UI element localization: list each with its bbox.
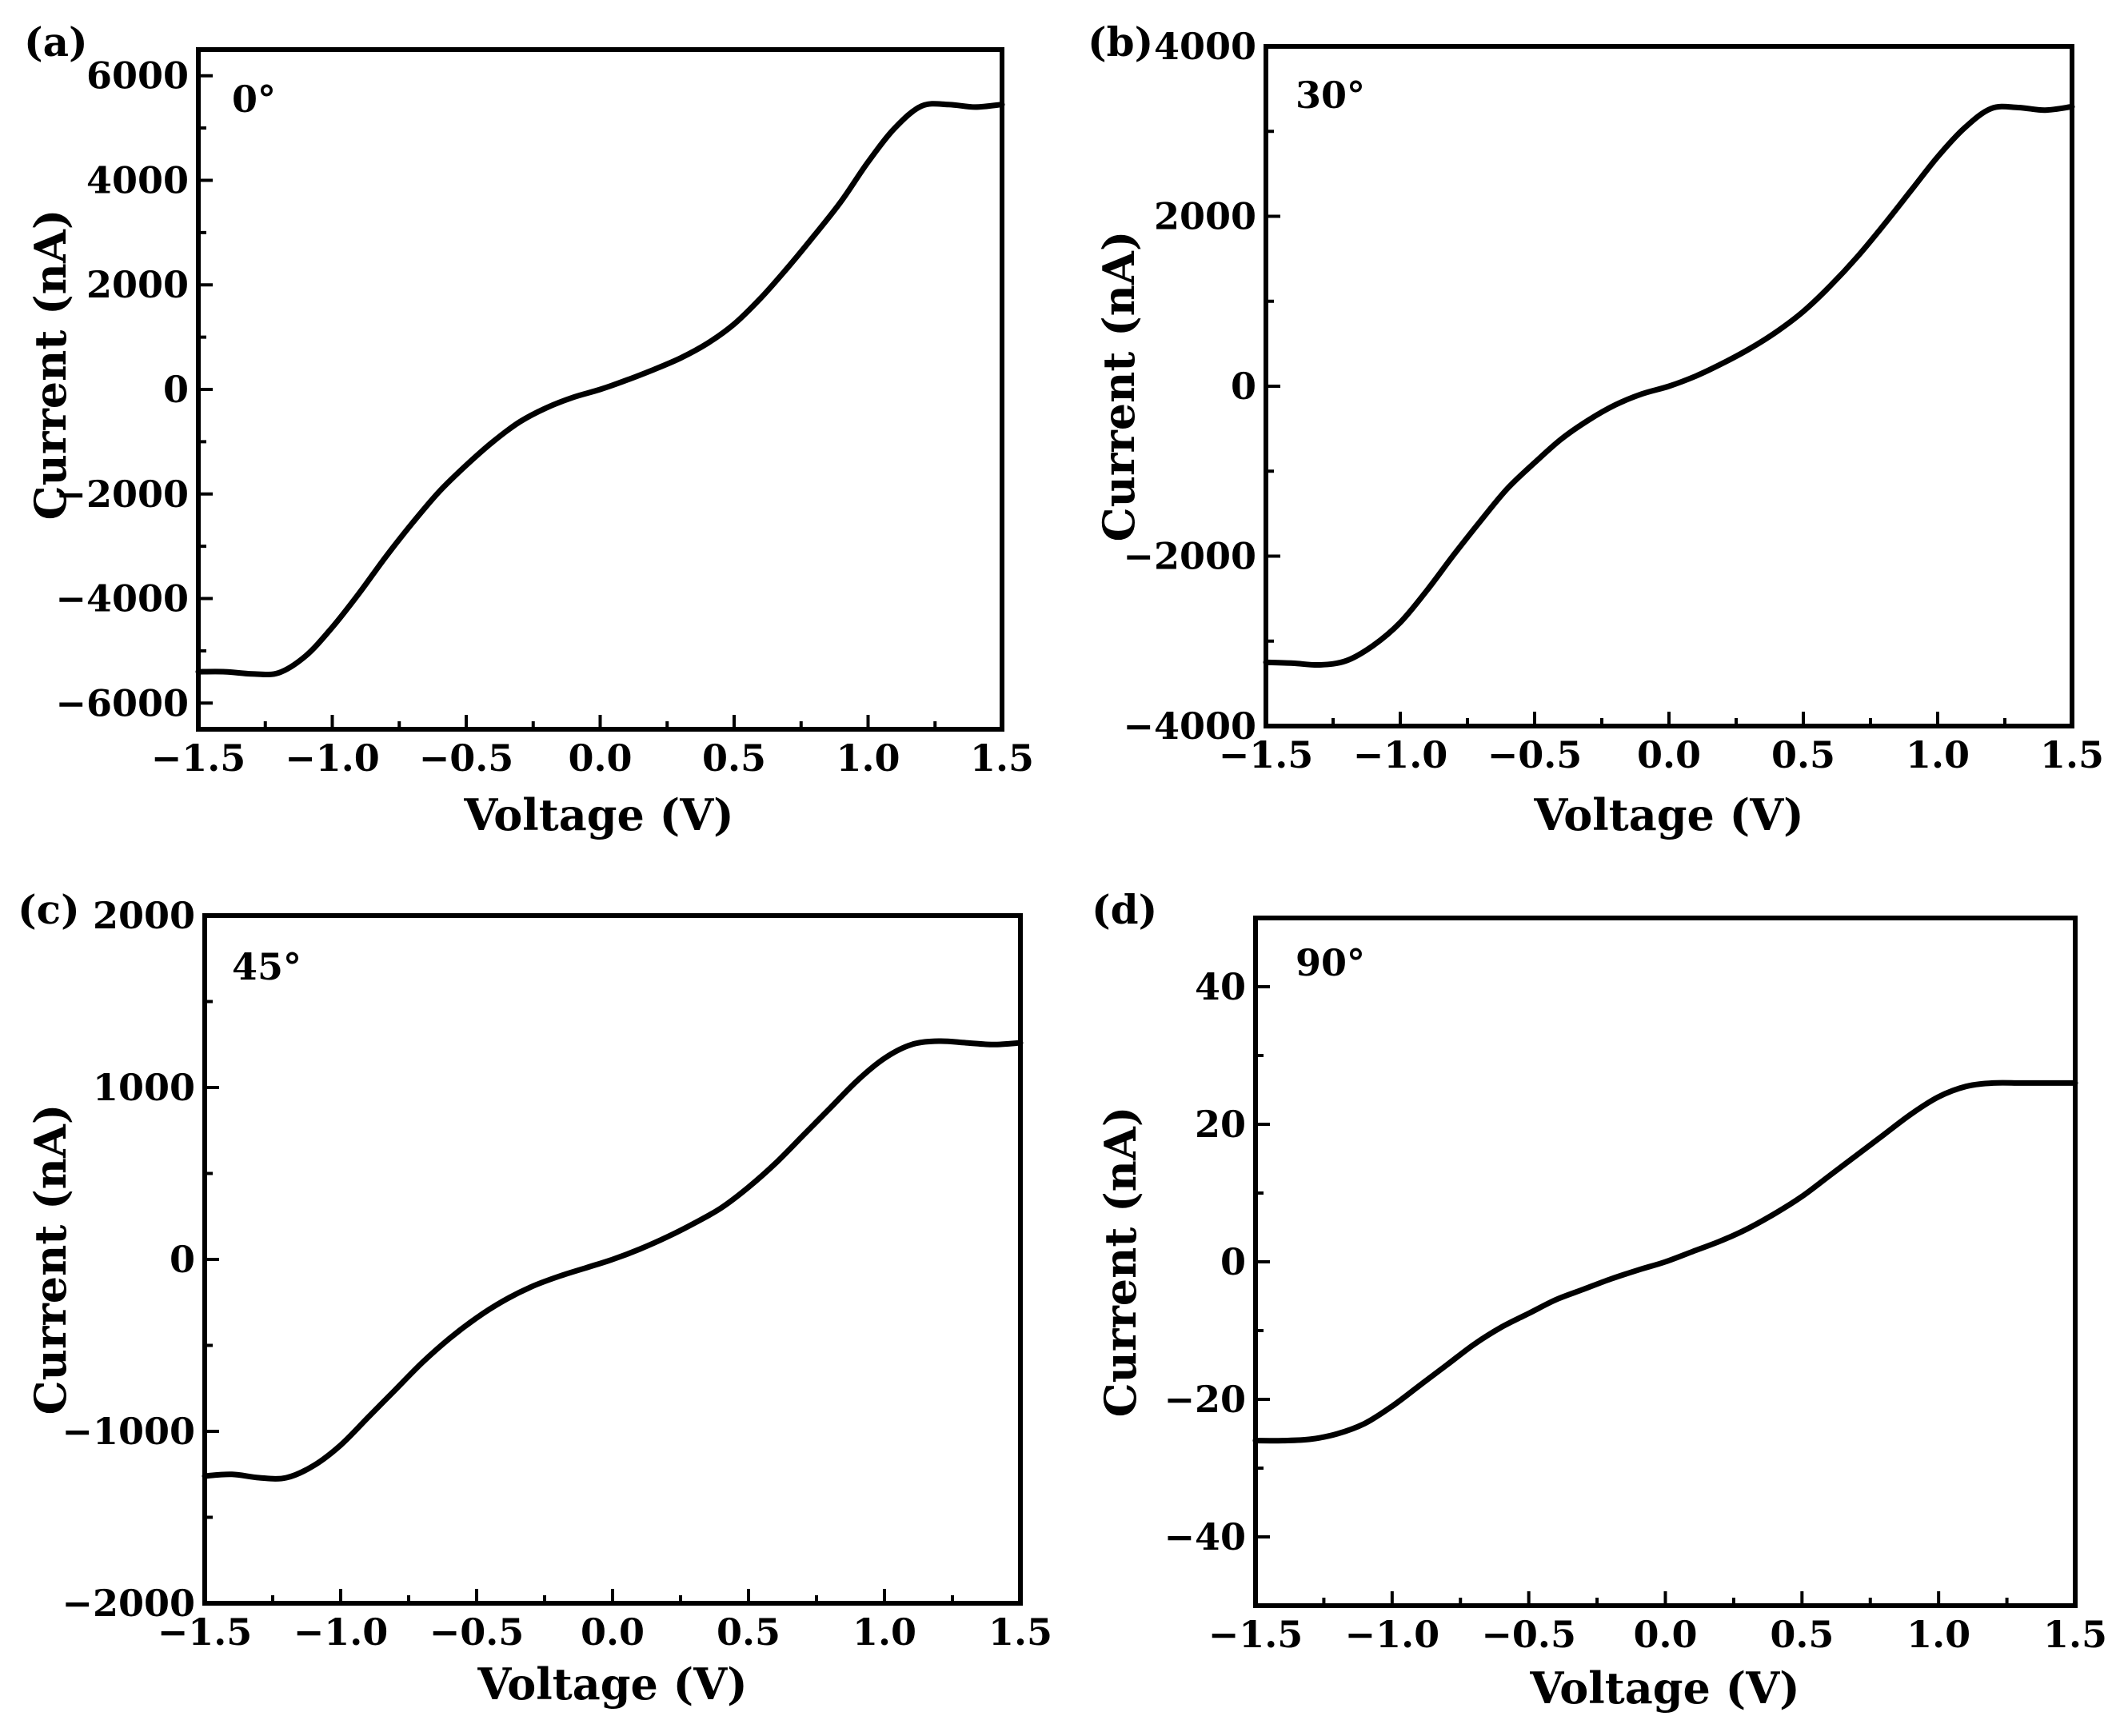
angle-annotation: 90° [1296,941,1365,984]
angle-annotation: 45° [232,945,301,988]
y-tick-label: −2000 [1123,535,1256,578]
y-tick-label: 2000 [86,263,189,306]
y-tick-label: −4000 [1123,704,1256,748]
y-axis-title: Current (nA) [25,210,76,521]
x-tick-label: 1.5 [970,736,1034,780]
panel-label: (b) [1088,18,1153,66]
series-line-45° [202,1038,1024,1482]
y-tick-label: −2000 [55,473,189,516]
x-tick-label: 1.5 [988,1610,1052,1654]
angle-annotation: 0° [232,78,276,121]
x-tick-label: 0.0 [581,1610,645,1654]
panel-c: (c) 45° Voltage (V) Current (nA) −1.5 −1.… [18,886,1052,1710]
series-line-90° [1252,1080,2078,1444]
x-tick-label: 1.5 [2040,733,2104,776]
x-tick-label: 0.0 [568,736,632,780]
y-tick-label: −1000 [62,1410,195,1453]
y-tick-label: 2000 [93,894,195,937]
y-tick-label: 2000 [1154,195,1256,238]
y-axis-title: Current (nA) [25,1104,76,1415]
x-tick-label: 1.0 [1906,733,1970,776]
x-tick-label: −0.5 [1481,1613,1576,1656]
series-line-0° [195,101,1005,678]
x-tick-label: 0.0 [1633,1613,1697,1656]
y-tick-label: −2000 [62,1582,195,1625]
x-tick-label: −1.0 [285,736,380,780]
y-tick-label: 4000 [86,158,189,202]
x-axis-title: Voltage (V) [1533,789,1803,840]
x-tick-label: −0.5 [429,1610,525,1654]
x-tick-label: 1.0 [1906,1613,1970,1656]
x-tick-label: −0.5 [1487,733,1583,776]
y-tick-label: 6000 [86,54,189,98]
y-axis-title: Current (nA) [1095,1107,1146,1418]
x-tick-label: 0.0 [1637,733,1701,776]
y-tick-label: 0 [170,1238,195,1281]
x-axis-title: Voltage (V) [477,1658,747,1710]
y-tick-label: 0 [1231,365,1256,408]
panel-label: (d) [1092,886,1157,933]
x-tick-label: 1.5 [2043,1613,2107,1656]
x-tick-label: −0.5 [419,736,514,780]
x-tick-label: −1.5 [151,736,246,780]
x-tick-label: −1.0 [1353,733,1448,776]
y-tick-label: −20 [1164,1378,1246,1421]
series-line-30° [1263,103,2075,668]
panel-a: (a) 0° Voltage (V) Current (nA) −1.5 −1.0… [24,18,1034,840]
x-tick-label: 0.5 [717,1610,781,1654]
x-tick-label: −1.5 [158,1610,253,1654]
x-tick-label: −1.5 [1208,1613,1304,1656]
x-tick-label: −1.0 [1345,1613,1440,1656]
x-tick-label: 1.0 [836,736,900,780]
y-tick-label: −40 [1164,1515,1246,1558]
y-tick-label: 4000 [1154,25,1256,68]
y-tick-label: 0 [1220,1240,1246,1283]
x-tick-label: 0.5 [1771,733,1835,776]
panel-d: (d) 90° Voltage (V) Current (nA) −1.5 −1.… [1092,886,2107,1714]
panel-label: (a) [24,18,88,66]
y-tick-label: 20 [1195,1103,1246,1146]
x-tick-label: 1.0 [852,1610,916,1654]
x-axis-title: Voltage (V) [463,789,733,840]
y-axis-title: Current (nA) [1093,231,1144,542]
y-tick-label: −4000 [55,577,189,621]
y-tick-label: 1000 [93,1066,195,1109]
y-tick-label: 40 [1195,965,1246,1008]
x-axis-title: Voltage (V) [1529,1662,1799,1714]
y-tick-label: −6000 [55,681,189,724]
x-tick-label: 0.5 [702,736,766,780]
y-tick-label: 0 [163,368,189,411]
x-tick-label: −1.5 [1219,733,1314,776]
angle-annotation: 30° [1296,74,1365,117]
x-tick-label: −1.0 [293,1610,389,1654]
panel-b: (b) 30° Voltage (V) Current (nA) −1.5 −1.… [1088,18,2104,840]
panel-label: (c) [18,886,80,933]
x-tick-label: 0.5 [1770,1613,1834,1656]
